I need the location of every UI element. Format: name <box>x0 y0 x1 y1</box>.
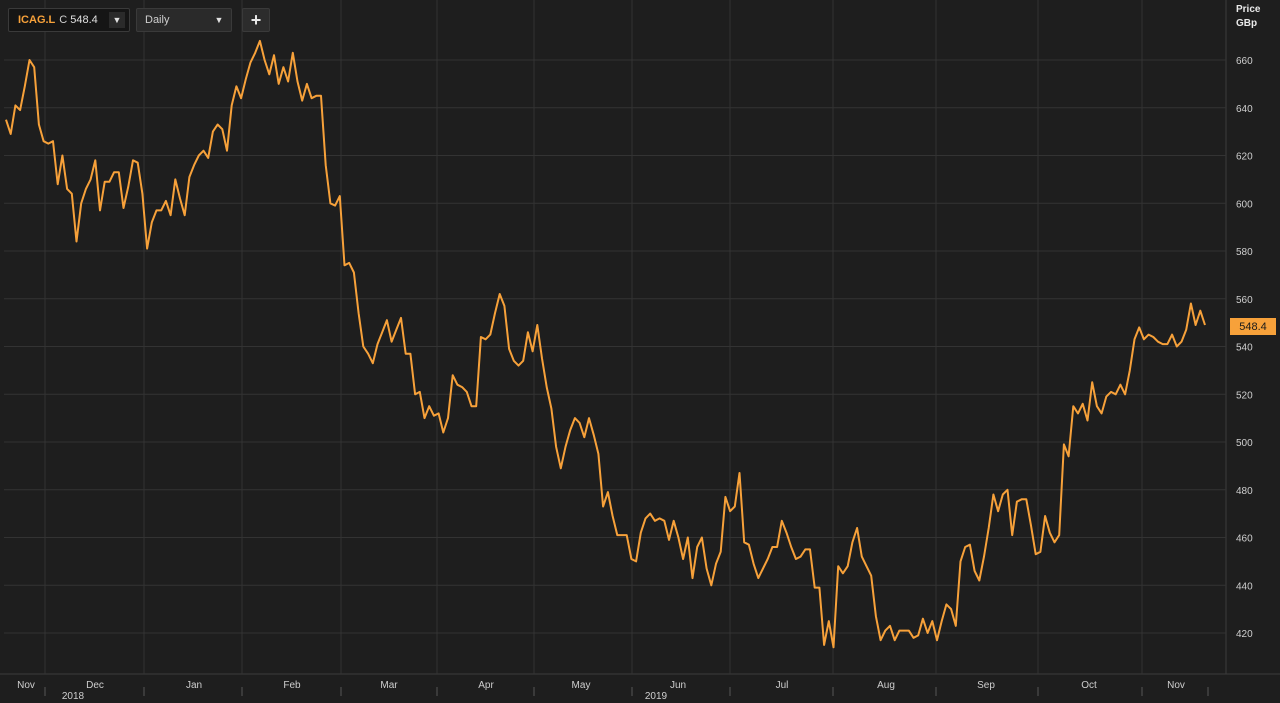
x-tick-label: Feb <box>283 680 301 691</box>
x-tick-label: May <box>572 680 591 691</box>
y-tick-label: 420 <box>1236 629 1253 640</box>
y-tick-label: 500 <box>1236 438 1253 449</box>
price-line <box>5 39 1206 649</box>
close-value: 548.4 <box>70 14 98 26</box>
x-year-label: 2019 <box>645 691 668 702</box>
x-tick-label: Mar <box>380 680 398 691</box>
x-tick-label: Aug <box>877 680 895 691</box>
chevron-down-icon[interactable]: ▼ <box>109 12 125 28</box>
y-tick-label: 660 <box>1236 56 1253 67</box>
last-price-badge: 548.4 <box>1230 318 1276 336</box>
x-axis: Nov Dec Jan Feb Mar Apr May Jun Jul Aug Sep Oct Nov 2… <box>17 680 1209 702</box>
x-tick-label: Jun <box>670 680 686 691</box>
chevron-down-icon[interactable]: ▼ <box>211 12 227 28</box>
x-tick-label: Dec <box>86 680 104 691</box>
unit-currency-label: GBp <box>1236 18 1258 29</box>
period-selector[interactable]: Daily ▼ <box>136 8 232 32</box>
chart-toolbar: ICAG.L C 548.4 ▼ Daily ▼ + <box>8 8 270 32</box>
ticker-label: ICAG.L <box>18 14 56 26</box>
period-label: Daily <box>145 14 170 26</box>
y-tick-label: 600 <box>1236 199 1253 210</box>
y-tick-label: 460 <box>1236 534 1253 545</box>
x-tick-label: Jul <box>776 680 789 691</box>
x-tick-label: Nov <box>1167 680 1185 691</box>
x-tick-label: Oct <box>1081 680 1097 691</box>
unit-price-label: Price <box>1236 4 1261 15</box>
x-tick-label: Sep <box>977 680 995 691</box>
y-tick-label: 640 <box>1236 104 1253 115</box>
x-year-label: 2018 <box>62 691 85 702</box>
y-axis: 420 440 460 480 500 520 540 560 580 600 620 640 660 <box>1236 56 1253 640</box>
close-prefix: C <box>59 14 68 26</box>
add-study-button[interactable]: + <box>242 8 270 32</box>
y-tick-label: 620 <box>1236 152 1253 163</box>
symbol-selector[interactable]: ICAG.L C 548.4 ▼ <box>8 8 130 32</box>
y-tick-label: 560 <box>1236 295 1253 306</box>
x-tick-label: Nov <box>17 680 35 691</box>
chart-grid <box>0 0 1280 675</box>
series-layer <box>5 39 1206 649</box>
y-tick-label: 440 <box>1236 581 1253 592</box>
y-tick-label: 480 <box>1236 486 1253 497</box>
x-tick-label: Jan <box>186 680 202 691</box>
y-tick-label: 580 <box>1236 247 1253 258</box>
y-tick-label: 520 <box>1236 390 1253 401</box>
y-tick-label: 540 <box>1236 343 1253 354</box>
x-tick-label: Apr <box>478 680 494 691</box>
y-axis-unit: Price GBp <box>1236 3 1272 31</box>
